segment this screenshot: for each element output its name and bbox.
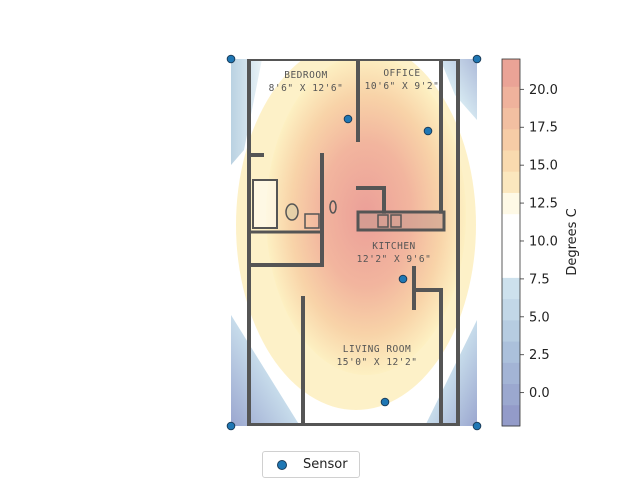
cold-region-bottom-right [425, 320, 477, 426]
colorbar-band [502, 383, 520, 406]
colorbar-band [502, 128, 520, 151]
colorbar-band [502, 298, 520, 321]
room-label-bedroom-name: BEDROOM [284, 70, 328, 81]
colorbar-band [502, 107, 520, 130]
colorbar-tick-label: 7.5 [529, 272, 550, 287]
sensor-point [226, 421, 236, 431]
toilet [285, 203, 299, 221]
colorbar-band [502, 59, 520, 87]
sink-left [377, 214, 389, 228]
room-label-kitchen-name: KITCHEN [372, 241, 416, 252]
colorbar: 0.0 2.5 5.0 7.5 10.0 12.5 15.0 17.5 20.0 Degrees… [501, 58, 580, 427]
room-label-office-size: 10'6" X 9'2" [365, 81, 440, 92]
sensor-point [343, 114, 353, 124]
colorbar-tick-label: 20.0 [529, 83, 558, 98]
colorbar-band [502, 213, 520, 236]
sensor-point [380, 397, 390, 407]
colorbar-tick-label: 15.0 [529, 159, 558, 174]
sensor-point [472, 421, 482, 431]
colorbar-band [502, 277, 520, 300]
colorbar-tick-label: 2.5 [529, 348, 550, 363]
colorbar-label: Degrees C [565, 208, 580, 275]
cold-region-top-left [231, 59, 262, 165]
colorbar-band [502, 234, 520, 257]
colorbar-band [502, 404, 520, 427]
sensor-point [472, 54, 482, 64]
colorbar-band [502, 149, 520, 172]
bath-sink [304, 213, 320, 229]
floor-plan [247, 59, 460, 426]
sensor-point [398, 274, 408, 284]
legend-sensor-marker [277, 459, 287, 470]
sensor-markers [226, 54, 482, 431]
sensor-point [423, 126, 433, 136]
exterior-wall [247, 59, 460, 426]
water-heater [329, 200, 337, 214]
colorbar-band [502, 319, 520, 342]
colorbar-band [502, 362, 520, 385]
sensor-point [226, 54, 236, 64]
sink-right [390, 214, 402, 228]
colorbar-bands [502, 59, 520, 427]
room-label-living-size: 15'0" X 12'2" [337, 357, 418, 368]
colorbar-band [502, 341, 520, 363]
room-label-living-name: LIVING ROOM [343, 344, 411, 355]
bathtub [252, 179, 278, 229]
colorbar-tick-label: 5.0 [529, 310, 550, 325]
room-labels: BEDROOM 8'6" X 12'6" OFFICE 10'6" X 9'2"… [269, 68, 440, 368]
colorbar-band [502, 256, 520, 278]
colorbar-band [502, 86, 520, 109]
colorbar-tick-label: 17.5 [529, 121, 558, 136]
colorbar-frame [501, 58, 521, 427]
legend: Sensor [262, 451, 360, 478]
legend-label-sensor: Sensor [303, 457, 348, 472]
colorbar-tick-label: 12.5 [529, 197, 558, 212]
colorbar-band [502, 192, 520, 215]
colorbar-tick-label: 10.0 [529, 234, 558, 249]
room-label-kitchen-size: 12'2" X 9'6" [357, 254, 432, 265]
colorbar-band [502, 171, 520, 193]
room-label-bedroom-size: 8'6" X 12'6" [269, 83, 344, 94]
room-label-office-name: OFFICE [383, 68, 420, 79]
colorbar-ticks: 0.0 2.5 5.0 7.5 10.0 12.5 15.0 17.5 20.0 [520, 83, 558, 401]
colorbar-tick-label: 0.0 [529, 386, 550, 401]
